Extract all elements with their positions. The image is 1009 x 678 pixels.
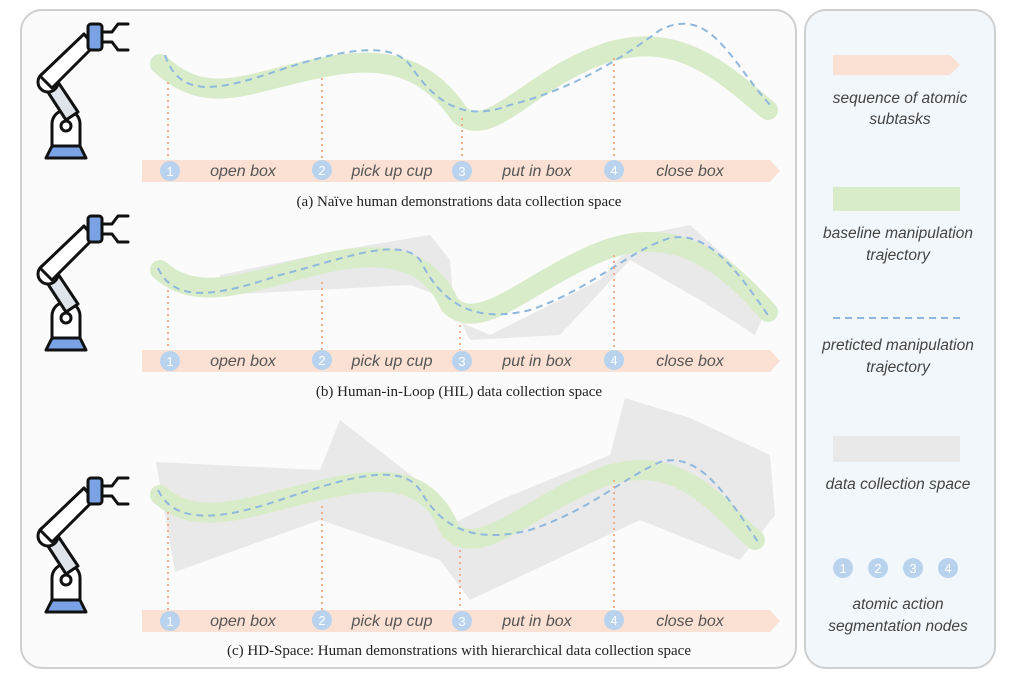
node-1-c (160, 611, 180, 631)
legend-subtasks-line1: sequence of atomic (833, 90, 968, 107)
node-2-c-label: 2 (318, 613, 325, 628)
node-2-a-label: 2 (318, 163, 325, 178)
main-panel (20, 9, 797, 669)
legend-node-1-label: 1 (839, 561, 846, 576)
legend-space-label: data collection space (826, 476, 971, 493)
legend-baseline-line1: baseline manipulation (823, 225, 973, 242)
node-4-a (604, 160, 624, 180)
step-pick-up-cup-a: pick up cup (351, 163, 433, 180)
node-1-a-label: 1 (166, 164, 173, 179)
node-2-b (312, 350, 332, 370)
step-open-box-a: open box (210, 163, 277, 180)
legend-subtask-arrow (833, 55, 960, 75)
node-1-b (160, 351, 180, 371)
node-3-a-label: 3 (458, 164, 465, 179)
caption-a: (a) Naïve human demonstrations data coll… (297, 194, 622, 210)
node-1-a (160, 161, 180, 181)
step-put-in-box-c: put in box (501, 613, 572, 630)
node-2-c (312, 610, 332, 630)
legend-subtasks-line2: subtasks (869, 111, 930, 128)
step-pick-up-cup-b: pick up cup (351, 353, 433, 370)
node-4-a-label: 4 (610, 163, 617, 178)
step-put-in-box-a: put in box (501, 163, 572, 180)
predicted-trajectory-a (164, 22, 771, 113)
caption-c: (c) HD-Space: Human demonstrations with … (227, 643, 691, 659)
step-put-in-box-b: put in box (501, 353, 572, 370)
legend-node-2-label: 2 (874, 561, 881, 576)
baseline-trajectory-b (150, 231, 778, 324)
node-1-b-label: 1 (166, 354, 173, 369)
segment-dividers-a (167, 58, 615, 160)
segment-dividers-b (167, 255, 615, 350)
caption-b: (b) Human-in-Loop (HIL) data collection … (316, 384, 602, 400)
legend-node-2 (868, 558, 888, 578)
legend-panel (804, 9, 996, 669)
legend-nodes-line2: segmentation nodes (828, 618, 968, 635)
robot-arm-icon-b (36, 214, 130, 352)
legend-node-4-label: 4 (944, 561, 951, 576)
step-close-box-b: close box (656, 353, 725, 370)
node-2-a (312, 160, 332, 180)
baseline-trajectory-c (150, 460, 765, 550)
predicted-trajectory-c (157, 459, 761, 546)
predicted-trajectory-b (157, 236, 771, 319)
node-2-b-label: 2 (318, 353, 325, 368)
step-pick-up-cup-c: pick up cup (351, 613, 433, 630)
step-open-box-b: open box (210, 353, 277, 370)
legend-predicted-line2: trajectory (866, 359, 931, 376)
node-3-b (452, 351, 472, 371)
step-close-box-a: close box (656, 163, 725, 180)
segment-dividers-c (167, 480, 615, 610)
step-close-box-c: close box (656, 613, 725, 630)
legend-node-1 (833, 558, 853, 578)
node-3-b-label: 3 (458, 354, 465, 369)
legend-baseline-swatch (833, 187, 960, 211)
node-4-c (604, 610, 624, 630)
node-4-b (604, 350, 624, 370)
node-3-a (452, 161, 472, 181)
node-4-c-label: 4 (610, 613, 617, 628)
legend-node-4 (938, 558, 958, 578)
robot-arm-icon-c (36, 476, 130, 614)
node-3-c (452, 611, 472, 631)
robot-arm-icon-a (36, 22, 130, 160)
legend-baseline-line2: trajectory (866, 247, 931, 264)
legend-predicted-line1: preticted manipulation (821, 337, 974, 354)
legend-nodes-line1: atomic action (852, 596, 943, 613)
node-4-b-label: 4 (610, 353, 617, 368)
node-1-c-label: 1 (166, 614, 173, 629)
legend-space-swatch (833, 436, 960, 462)
data-collection-space-c (156, 398, 775, 600)
legend-node-3 (903, 558, 923, 578)
node-3-c-label: 3 (458, 614, 465, 629)
baseline-trajectory-a (150, 36, 778, 131)
step-open-box-c: open box (210, 613, 277, 630)
legend-node-3-label: 3 (909, 561, 916, 576)
